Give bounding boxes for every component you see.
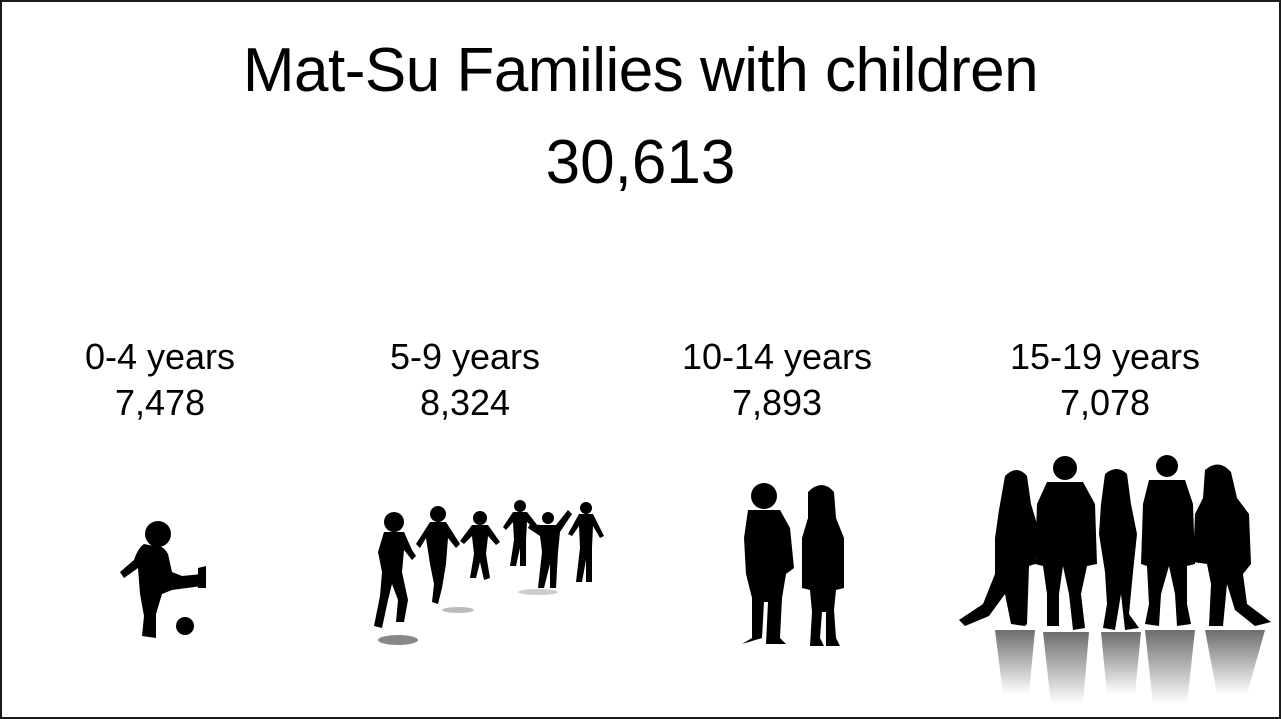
age-group-5-9: 5-9 years 8,324 <box>315 334 615 426</box>
age-group-label: 5-9 years <box>389 336 541 377</box>
children-running-silhouettes <box>368 492 613 652</box>
total-families: 30,613 <box>545 128 736 197</box>
two-teens-standing-silhouettes <box>736 478 856 648</box>
age-group-label: 10-14 years <box>681 336 873 377</box>
age-group-15-19: 15-19 years 7,078 <box>955 334 1255 426</box>
age-group-label: 0-4 years <box>84 336 236 377</box>
toddler-kicking-ball-silhouette <box>110 514 210 644</box>
group-of-teens-silhouettes <box>955 454 1275 716</box>
age-group-count: 7,893 <box>731 382 823 423</box>
age-group-count: 7,078 <box>1059 382 1151 423</box>
age-group-10-14: 10-14 years 7,893 <box>627 334 927 426</box>
age-group-0-4: 0-4 years 7,478 <box>10 334 310 426</box>
age-group-label: 15-19 years <box>1009 336 1201 377</box>
slide-title: Mat-Su Families with children <box>242 36 1039 105</box>
age-group-count: 7,478 <box>114 382 206 423</box>
age-group-count: 8,324 <box>419 382 511 423</box>
